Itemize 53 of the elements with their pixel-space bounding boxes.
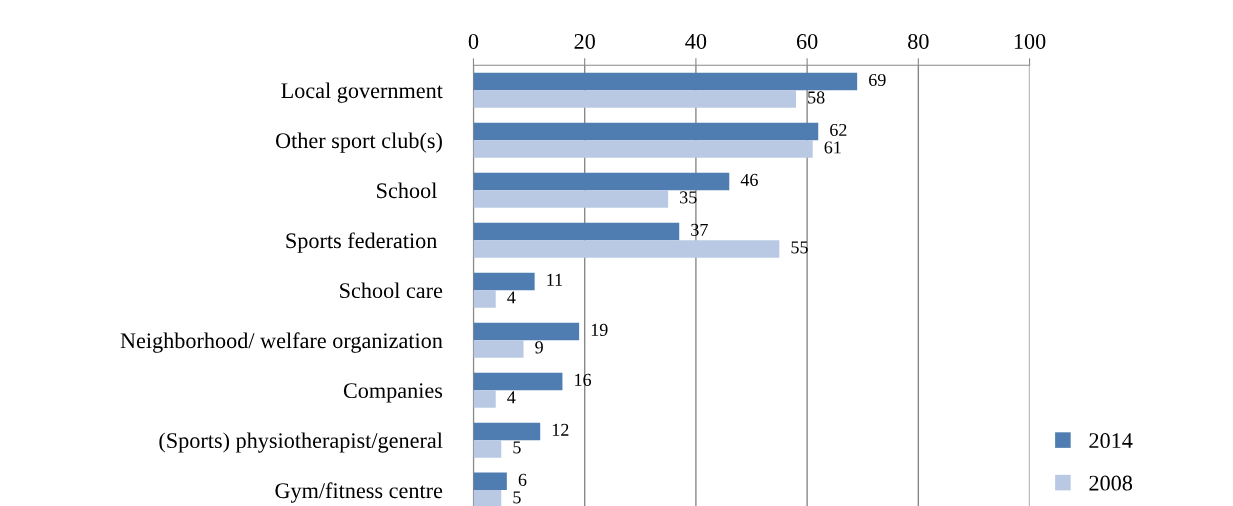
data-label: 55 <box>791 241 808 254</box>
x-tick-label: 80 <box>908 33 929 49</box>
x-tick-label: 60 <box>796 33 818 49</box>
bar <box>473 90 796 108</box>
y-tick-label: Other sport club(s) <box>275 132 442 153</box>
bar <box>473 340 524 358</box>
data-label: 61 <box>824 141 841 154</box>
bar <box>473 140 813 158</box>
y-tick-label: (Sports) physiotherapist/general <box>159 432 443 453</box>
data-label: 16 <box>575 373 592 386</box>
data-label: 5 <box>513 441 521 454</box>
bar <box>473 372 563 391</box>
data-label: 9 <box>535 341 543 354</box>
x-tick-label: 40 <box>685 33 707 49</box>
bar <box>473 490 502 506</box>
bar <box>473 322 580 341</box>
data-label: 62 <box>830 123 847 137</box>
y-tick-label: School <box>377 182 437 199</box>
data-label: 4 <box>507 391 516 404</box>
bar <box>473 240 780 258</box>
bar <box>473 122 819 141</box>
data-label: 69 <box>869 73 886 87</box>
y-tick-label: Neighborhood/ welfare organization <box>120 332 443 353</box>
data-label: 35 <box>680 191 697 204</box>
bar <box>473 390 496 408</box>
data-label: 46 <box>740 173 758 186</box>
data-label: 58 <box>808 91 825 104</box>
bar <box>473 272 535 291</box>
bar <box>473 222 680 241</box>
data-label: 12 <box>552 423 569 436</box>
y-tick-label: Local government <box>281 82 443 103</box>
data-label: 11 <box>547 273 563 286</box>
y-tick-label: Gym/fitness centre <box>275 482 443 503</box>
bar <box>473 190 669 208</box>
bar <box>473 290 496 308</box>
x-tick-label: 0 <box>468 33 479 49</box>
legend-label: 2014 <box>1089 433 1133 449</box>
bar <box>473 422 541 441</box>
bar <box>473 172 730 191</box>
y-tick-label: School care <box>340 282 443 299</box>
legend-label: 2008 <box>1089 475 1133 491</box>
data-label: 19 <box>591 323 608 336</box>
bar <box>473 72 858 91</box>
x-tick-label: 20 <box>574 33 595 49</box>
data-label: 37 <box>691 223 708 236</box>
x-tick-label: 100 <box>1014 33 1046 49</box>
bar <box>473 472 507 491</box>
y-tick-label: Companies <box>343 383 443 403</box>
y-tick-label: Sports federation <box>286 232 438 253</box>
data-label: 4 <box>507 291 516 304</box>
data-label: 5 <box>513 491 521 504</box>
bar <box>473 440 502 458</box>
data-label: 6 <box>518 473 527 486</box>
